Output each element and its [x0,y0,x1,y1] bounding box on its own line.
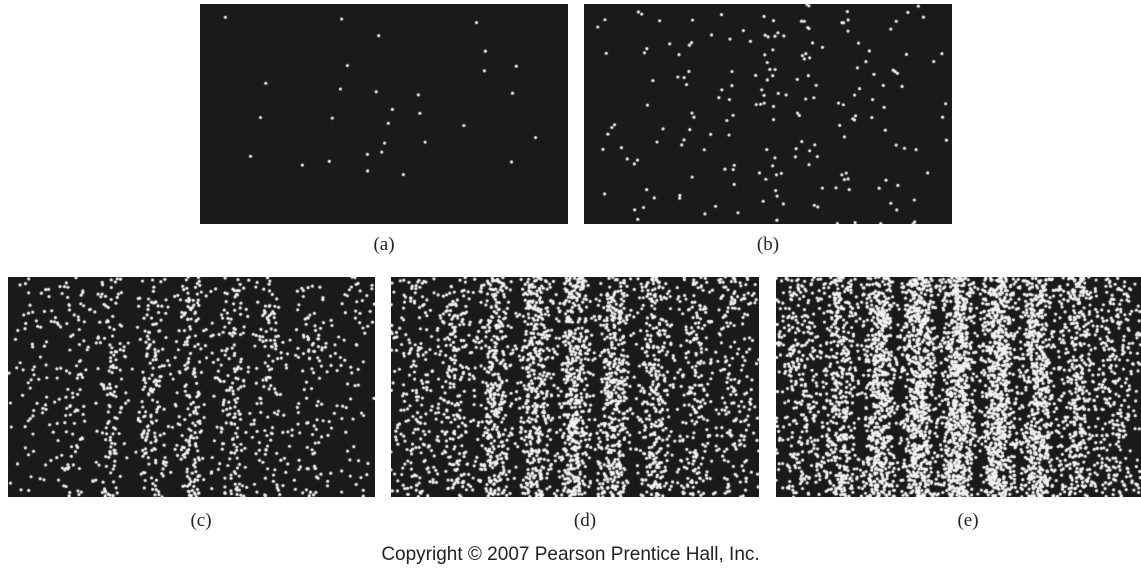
double-slit-panel-e [776,277,1141,497]
double-slit-panel-b [584,4,952,224]
panel-label-c: (c) [190,510,212,531]
panel-label-e: (e) [957,510,979,531]
electron-hits-canvas-b [584,4,952,224]
electron-hits-canvas-a [200,4,568,224]
panel-label-a: (a) [373,234,395,255]
copyright-notice: Copyright © 2007 Pearson Prentice Hall, … [381,544,760,565]
electron-hits-canvas-c [8,277,375,497]
electron-hits-canvas-d [391,277,759,497]
panel-label-b: (b) [756,234,780,255]
double-slit-panel-c [8,277,375,497]
double-slit-panel-a [200,4,568,224]
electron-hits-canvas-e [776,277,1141,497]
double-slit-panel-d [391,277,759,497]
panel-label-d: (d) [573,510,597,531]
